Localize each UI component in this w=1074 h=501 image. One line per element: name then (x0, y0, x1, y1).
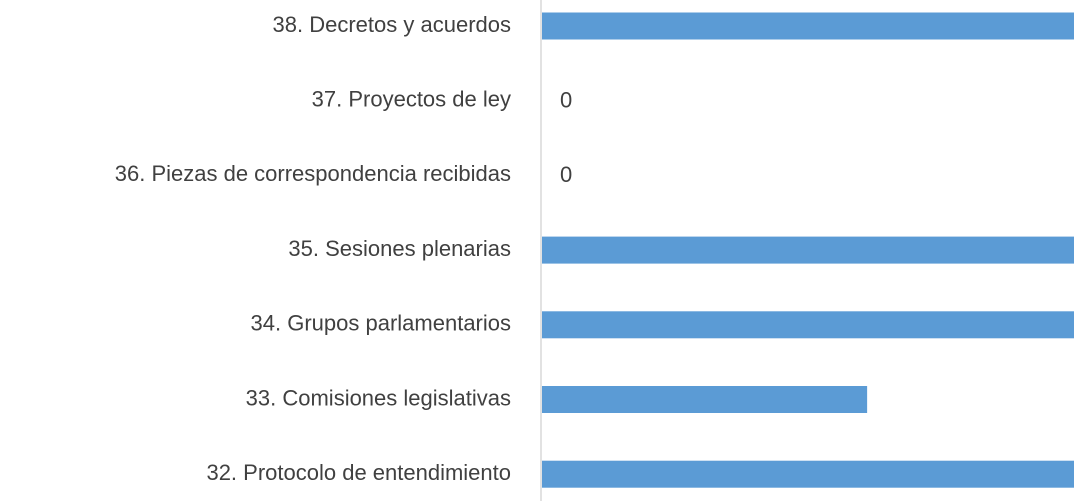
category-label: 38. Decretos y acuerdos (273, 12, 511, 37)
data-label: 0 (560, 162, 572, 187)
category-label: 35. Sesiones plenarias (288, 236, 511, 261)
bar (542, 12, 1074, 40)
category-label: 36. Piezas de correspondencia recibidas (115, 161, 511, 186)
bar (542, 311, 1074, 339)
category-label: 37. Proyectos de ley (312, 87, 511, 112)
bar (542, 386, 868, 413)
category-label: 32. Protocolo de entendimiento (206, 460, 511, 485)
bar (542, 460, 1074, 488)
bar (542, 236, 1074, 264)
category-label: 34. Grupos parlamentarios (251, 311, 511, 336)
category-label: 33. Comisiones legislativas (246, 385, 511, 410)
data-label: 0 (560, 88, 572, 113)
